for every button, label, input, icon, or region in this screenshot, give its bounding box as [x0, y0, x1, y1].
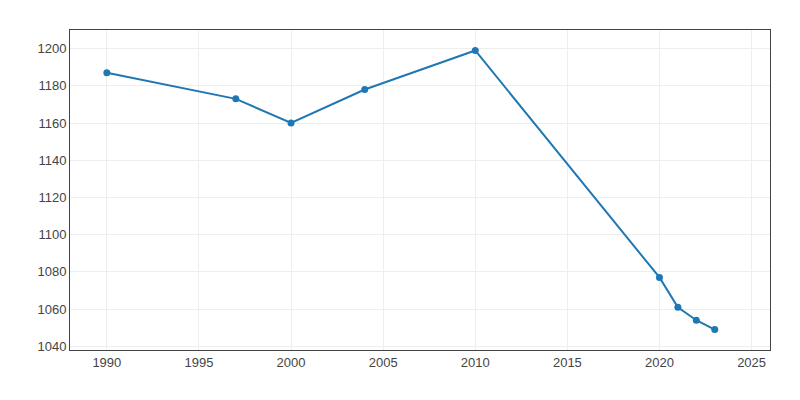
- svg-text:2025: 2025: [737, 355, 766, 370]
- svg-text:1060: 1060: [37, 302, 66, 317]
- svg-text:1200: 1200: [37, 41, 66, 56]
- svg-text:2020: 2020: [645, 355, 674, 370]
- svg-text:2005: 2005: [369, 355, 398, 370]
- svg-text:1140: 1140: [38, 153, 66, 168]
- svg-text:1100: 1100: [38, 227, 66, 242]
- svg-text:2010: 2010: [461, 355, 490, 370]
- svg-text:1120: 1120: [38, 190, 66, 205]
- svg-text:1080: 1080: [37, 264, 66, 279]
- svg-text:1180: 1180: [38, 78, 66, 93]
- svg-text:2000: 2000: [277, 355, 306, 370]
- svg-text:2015: 2015: [553, 355, 582, 370]
- svg-text:1160: 1160: [38, 116, 66, 131]
- svg-text:1990: 1990: [92, 355, 121, 370]
- svg-text:1040: 1040: [37, 339, 66, 354]
- svg-text:1995: 1995: [184, 355, 213, 370]
